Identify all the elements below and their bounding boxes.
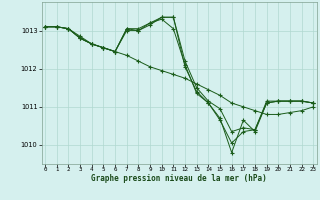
X-axis label: Graphe pression niveau de la mer (hPa): Graphe pression niveau de la mer (hPa) (91, 174, 267, 183)
